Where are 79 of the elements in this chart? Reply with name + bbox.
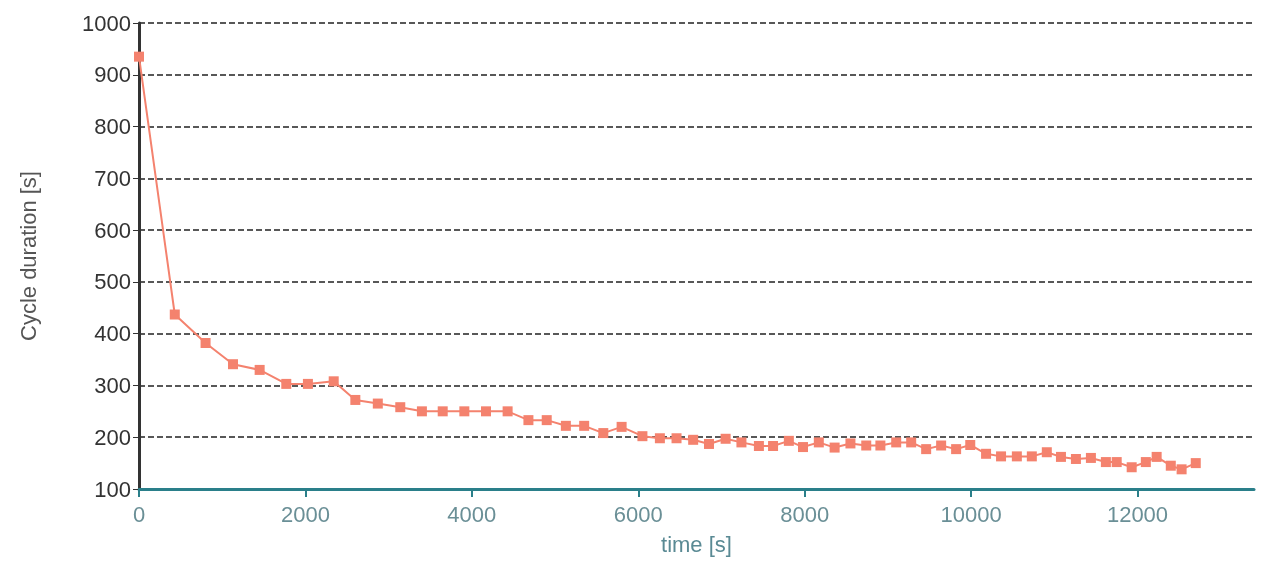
point <box>1111 457 1122 468</box>
y-tick-label: 200 <box>94 424 131 450</box>
point <box>437 406 448 417</box>
x-tick-label: 8000 <box>780 501 830 527</box>
x-tick-label: 6000 <box>613 501 663 527</box>
point <box>637 431 648 442</box>
y-tick-label: 500 <box>94 269 131 295</box>
point <box>1100 457 1111 468</box>
point <box>459 406 470 417</box>
x-tick-label: 2000 <box>280 501 330 527</box>
point <box>845 438 856 449</box>
x-tick-label: 4000 <box>447 501 497 527</box>
y-tick-label: 600 <box>94 217 131 243</box>
point <box>200 337 211 348</box>
y-tick-label: 400 <box>94 321 131 347</box>
point <box>502 406 513 417</box>
point <box>395 402 406 413</box>
point <box>523 415 534 426</box>
point <box>328 376 339 387</box>
point <box>281 378 292 389</box>
y-axis-title: Cycle duration [s] <box>15 171 41 341</box>
x-tick-label: 10000 <box>940 501 1002 527</box>
point <box>798 442 809 453</box>
point <box>1140 457 1151 468</box>
point <box>1176 464 1187 475</box>
point <box>169 309 180 320</box>
x-tick-label: 0 <box>132 501 146 527</box>
point <box>891 437 902 448</box>
point <box>783 435 794 446</box>
point <box>1190 458 1201 469</box>
point <box>720 433 731 444</box>
point <box>1165 460 1176 471</box>
point <box>254 364 265 375</box>
point <box>981 448 992 459</box>
y-tick-label: 900 <box>94 62 131 88</box>
point <box>616 421 627 432</box>
point <box>228 359 239 370</box>
point <box>541 415 552 426</box>
point <box>1041 447 1052 458</box>
point <box>372 398 383 409</box>
x-axis-title: time [s] <box>661 531 732 557</box>
point <box>480 406 491 417</box>
point <box>951 444 962 455</box>
point <box>965 439 976 450</box>
point <box>1026 451 1037 462</box>
y-tick-label: 800 <box>94 114 131 140</box>
point <box>1070 453 1081 464</box>
point <box>350 394 361 405</box>
y-tick-label: 100 <box>94 476 131 502</box>
point <box>921 444 932 455</box>
point <box>1011 451 1022 462</box>
point <box>996 451 1007 462</box>
y-tick-label: 300 <box>94 372 131 398</box>
point <box>753 441 764 452</box>
point <box>302 378 313 389</box>
point <box>1151 451 1162 462</box>
point <box>1085 452 1096 463</box>
point <box>1126 462 1137 473</box>
y-tick-label: 1000 <box>82 10 131 36</box>
point <box>703 438 714 449</box>
point <box>688 434 699 445</box>
point <box>416 406 427 417</box>
point <box>936 440 947 451</box>
point <box>579 420 590 431</box>
point <box>134 51 144 62</box>
point <box>768 441 779 452</box>
point <box>598 428 609 439</box>
point <box>906 437 917 448</box>
point <box>560 420 571 431</box>
x-tick-label: 12000 <box>1106 501 1169 527</box>
point <box>829 442 840 453</box>
point <box>875 440 886 451</box>
point <box>1055 451 1066 462</box>
y-tick-label: 700 <box>94 165 131 191</box>
point <box>654 433 665 444</box>
point <box>861 440 872 451</box>
point <box>813 437 824 448</box>
point <box>736 437 747 448</box>
point <box>671 433 682 444</box>
